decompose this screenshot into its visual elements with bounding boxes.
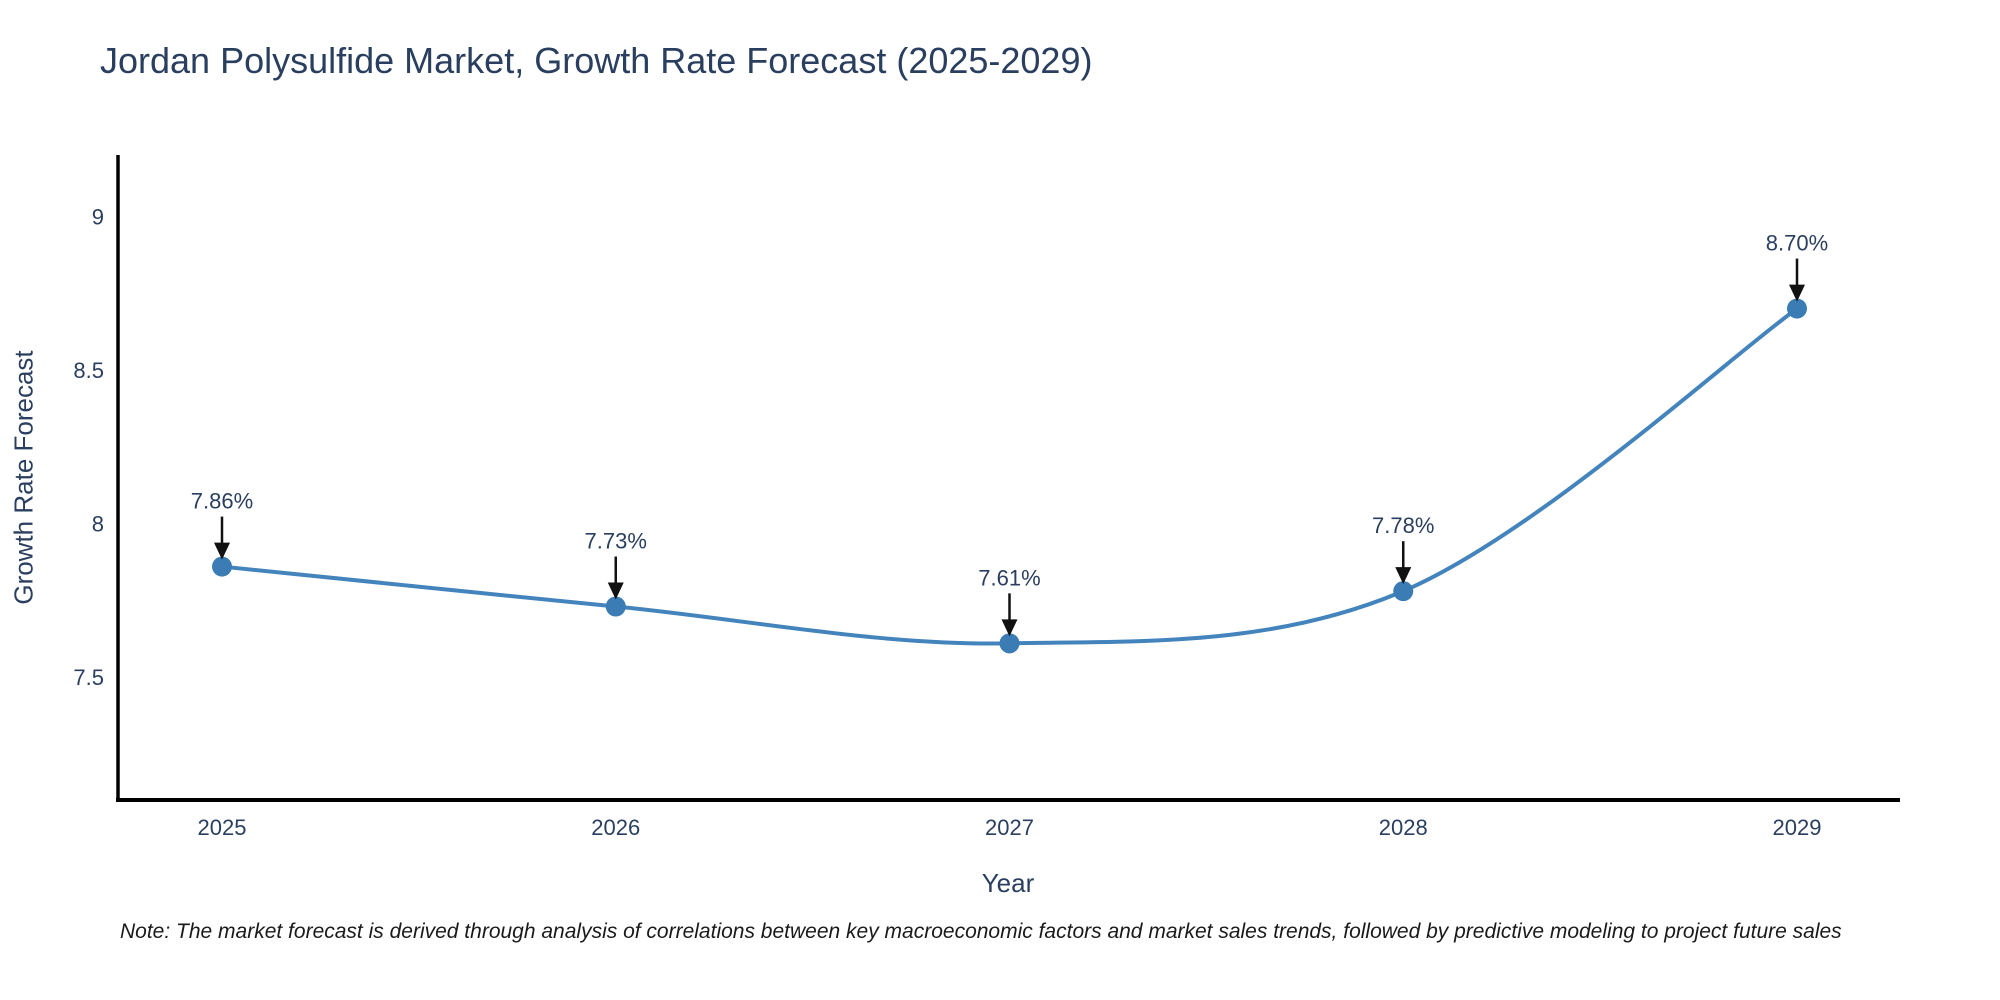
data-point	[212, 556, 232, 577]
data-point	[1393, 581, 1414, 602]
annotation-arrowhead	[607, 582, 624, 600]
x-tick-label: 2028	[1379, 815, 1428, 840]
x-tick-label: 2027	[985, 815, 1034, 840]
data-point	[1787, 298, 1807, 319]
data-point-label: 7.78%	[1372, 513, 1434, 538]
y-tick-label: 9	[92, 204, 104, 229]
data-point-label: 7.73%	[585, 529, 647, 554]
data-point-label: 7.61%	[978, 565, 1040, 590]
annotation-arrowhead	[214, 542, 230, 560]
x-tick-label: 2026	[591, 815, 640, 840]
y-tick-label: 8	[92, 512, 104, 537]
x-tick-label: 2029	[1773, 815, 1822, 840]
chart-title: Jordan Polysulfide Market, Growth Rate F…	[100, 40, 1093, 81]
y-tick-label: 8.5	[73, 358, 104, 383]
trend-line	[221, 306, 1799, 646]
y-tick-label: 7.5	[73, 665, 104, 690]
footnote: Note: The market forecast is derived thr…	[120, 920, 1842, 943]
data-point-label: 8.70%	[1766, 231, 1828, 256]
x-axis-title: Year	[981, 868, 1035, 898]
data-point	[605, 596, 626, 617]
annotation-arrowhead	[1395, 567, 1412, 585]
data-point	[999, 633, 1020, 654]
data-point-label: 7.86%	[191, 489, 253, 514]
x-tick-label: 2025	[198, 815, 247, 840]
annotation-arrowhead	[1001, 619, 1018, 637]
annotation-arrowhead	[1789, 284, 1805, 302]
